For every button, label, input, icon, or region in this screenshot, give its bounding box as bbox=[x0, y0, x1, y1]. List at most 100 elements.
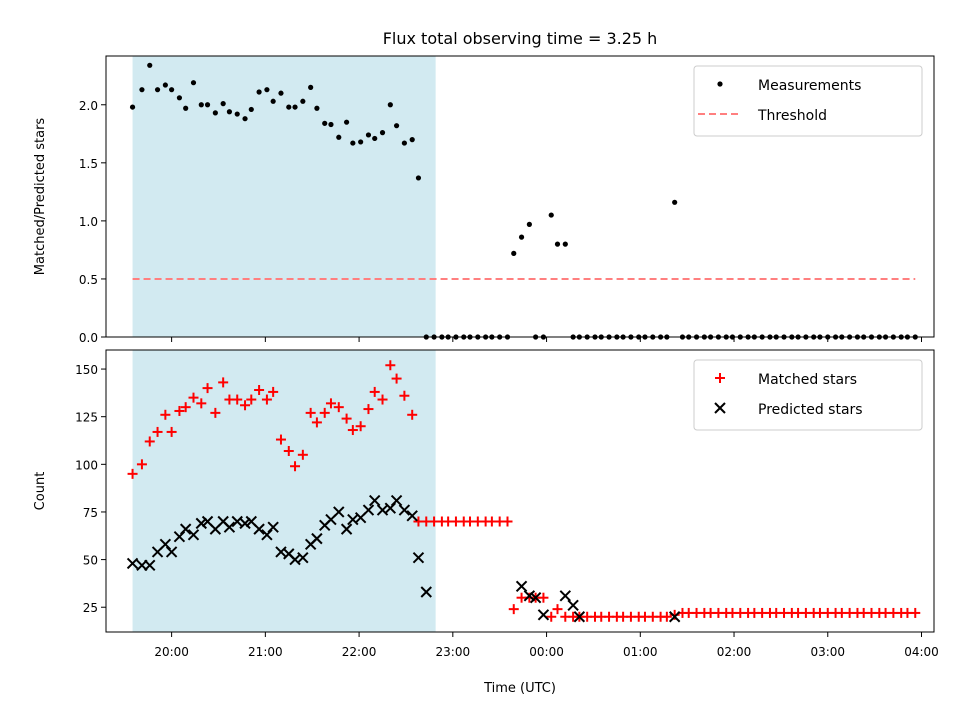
bottom-point-0-6 bbox=[174, 405, 185, 416]
bottom-point-1-2 bbox=[144, 559, 156, 572]
top-point-0-32 bbox=[365, 132, 372, 138]
bottom-point-0-73 bbox=[661, 611, 672, 622]
bottom-panel: 25 50 75 100 125 150 20:00 21:00 22:00 23:00 00:00… bbox=[33, 349, 939, 696]
bottom-point-0-26 bbox=[319, 407, 330, 418]
bottom-point-0-3 bbox=[152, 426, 163, 437]
top-ytick-label-1: 0.5 bbox=[79, 273, 98, 287]
bottom-xtick-label-1: 21:00 bbox=[248, 645, 283, 659]
bottom-point-0-27 bbox=[325, 398, 336, 409]
top-point-0-39-dot bbox=[415, 175, 422, 181]
top-point-0-27-dot bbox=[328, 121, 334, 128]
bottom-point-1-48-b bbox=[668, 611, 681, 623]
bottom-point-0-19 bbox=[268, 386, 279, 397]
top-point-0-30 bbox=[350, 140, 356, 146]
bottom-point-1-23-b bbox=[297, 551, 309, 564]
top-point-0-19-dot bbox=[270, 98, 276, 104]
top-ylabel: Matched/Predicted stars bbox=[33, 118, 48, 276]
top-point-0-19 bbox=[270, 98, 276, 104]
bottom-point-1-34-b bbox=[376, 504, 389, 516]
bottom-xtick-label-6: 02:00 bbox=[717, 645, 752, 659]
bottom-point-1-12-b bbox=[217, 515, 229, 528]
bottom-point-1-47-b bbox=[573, 611, 586, 623]
top-point-0-21-dot bbox=[286, 104, 292, 110]
top-point-0-15-dot bbox=[242, 116, 248, 122]
top-panel: 0.0 0.5 1.0 1.5 2.0 Matched/Predicted stars Fl… bbox=[33, 29, 935, 345]
top-point-0-30-dot bbox=[350, 140, 356, 146]
bottom-point-1-45-b bbox=[559, 590, 572, 602]
top-point-0-13 bbox=[226, 109, 233, 115]
bottom-point-0-36 bbox=[391, 373, 402, 384]
top-point-0-6-dot bbox=[176, 95, 183, 101]
top-point-0-5 bbox=[169, 87, 175, 93]
top-point-0-2-dot bbox=[147, 62, 153, 68]
bottom-point-0-5 bbox=[166, 426, 177, 437]
bottom-series-1 bbox=[126, 494, 681, 623]
top-point-0-18 bbox=[264, 87, 270, 93]
top-point-0-7-dot bbox=[183, 105, 189, 111]
bottom-point-1-43-b bbox=[529, 591, 542, 604]
top-point-0-24-dot bbox=[308, 84, 314, 90]
top-point-0-52-dot bbox=[511, 250, 517, 256]
bottom-xtick-label-3: 23:00 bbox=[436, 645, 471, 659]
bottom-point-1-16-b bbox=[245, 515, 257, 528]
bottom-point-1-40-b bbox=[420, 586, 432, 598]
bottom-xtick-label-8: 04:00 bbox=[904, 645, 939, 659]
bottom-point-1-28 bbox=[333, 506, 345, 518]
bottom-point-0-1 bbox=[136, 459, 147, 470]
top-point-0-38-dot bbox=[409, 137, 415, 143]
bottom-point-0-38 bbox=[407, 409, 418, 420]
bottom-ytick-label-3: 100 bbox=[75, 458, 98, 472]
bottom-point-1-25 bbox=[311, 532, 323, 545]
bottom-point-1-5-b bbox=[165, 546, 178, 558]
bottom-legend-swatch-0 bbox=[715, 373, 725, 383]
bottom-point-1-38 bbox=[406, 510, 418, 522]
bottom-ytick-label-0: 25 bbox=[83, 601, 98, 615]
top-point-0-6 bbox=[176, 95, 183, 101]
top-axes-frame bbox=[105, 55, 935, 338]
top-point-0-24 bbox=[308, 84, 314, 90]
chart-title: Flux total observing time = 3.25 h bbox=[383, 29, 658, 48]
bottom-point-1-36 bbox=[390, 494, 403, 507]
bottom-point-0-33 bbox=[369, 386, 380, 397]
top-point-0-9-dot bbox=[198, 102, 204, 108]
bottom-legend-swatch-1 bbox=[714, 402, 726, 414]
top-point-0-29-dot bbox=[343, 119, 350, 125]
top-ytick-label-4: 2.0 bbox=[79, 99, 98, 113]
top-point-0-25 bbox=[314, 105, 320, 111]
top-ytick-label-3: 1.5 bbox=[79, 157, 98, 171]
top-legend-box bbox=[693, 65, 923, 137]
top-point-0-57-dot bbox=[548, 212, 554, 218]
bottom-point-1-2-b bbox=[144, 559, 156, 572]
bottom-legend-swatch-1-b bbox=[714, 402, 726, 414]
bottom-point-1-32 bbox=[362, 504, 375, 516]
top-point-0-23-dot bbox=[300, 98, 306, 104]
top-point-0-58-dot bbox=[554, 241, 561, 247]
top-point-0-22 bbox=[292, 104, 298, 110]
bottom-point-1-25-b bbox=[311, 532, 323, 545]
top-point-0-52 bbox=[511, 250, 517, 256]
bottom-point-1-48 bbox=[668, 611, 681, 623]
top-legend-label-0: Measurements bbox=[758, 78, 861, 94]
bottom-point-1-44-b bbox=[537, 609, 550, 621]
top-point-0-18-dot bbox=[264, 87, 270, 93]
bottom-point-1-29 bbox=[340, 523, 353, 535]
bottom-point-1-17-b bbox=[253, 523, 265, 535]
bottom-xtick-label-2: 22:00 bbox=[342, 645, 377, 659]
top-point-0-11-dot bbox=[212, 110, 218, 116]
bottom-point-1-36-b bbox=[390, 494, 403, 507]
bottom-point-1-39 bbox=[412, 551, 425, 564]
bottom-legend: Matched stars Predicted stars bbox=[693, 359, 923, 431]
bottom-point-0-107 bbox=[910, 607, 921, 618]
bottom-xtick-label-7: 03:00 bbox=[810, 645, 845, 659]
bottom-point-0-30 bbox=[347, 425, 358, 436]
bottom-point-0-7 bbox=[180, 402, 191, 413]
bottom-point-0-52 bbox=[508, 604, 519, 615]
bottom-point-1-8-b bbox=[187, 529, 200, 541]
top-point-0-35-dot bbox=[387, 102, 393, 108]
bottom-point-1-22-b bbox=[289, 553, 301, 566]
bottom-point-0-23 bbox=[297, 449, 308, 460]
bottom-point-1-44 bbox=[537, 609, 550, 621]
bottom-point-1-28-b bbox=[333, 506, 345, 518]
bottom-point-1-4-b bbox=[159, 538, 172, 551]
bottom-point-1-37-b bbox=[398, 504, 411, 516]
